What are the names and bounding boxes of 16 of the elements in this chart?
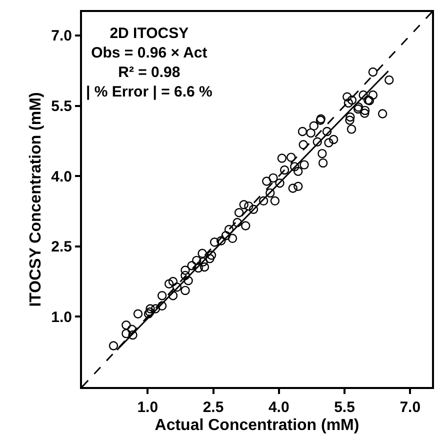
x-tick-label: 2.5 bbox=[202, 399, 224, 416]
y-tick-label: 1.0 bbox=[51, 308, 72, 326]
x-tick-label: 7.0 bbox=[400, 399, 421, 416]
y-tick-label: 7.0 bbox=[51, 28, 72, 45]
annotation: R² = 0.98 bbox=[118, 64, 180, 81]
y-tick-label: 5.5 bbox=[51, 98, 72, 115]
annotation: 2D ITOCSY bbox=[110, 25, 189, 42]
y-axis-title: ITOCSY Concentration (mM) bbox=[28, 92, 45, 307]
x-axis-title: Actual Concentration (mM) bbox=[154, 417, 360, 434]
x-tick-label: 4.0 bbox=[268, 399, 290, 416]
x-tick-label: 5.5 bbox=[334, 399, 355, 416]
annotation: | % Error | = 6.6 % bbox=[86, 84, 212, 100]
y-tick-label: 2.5 bbox=[51, 238, 72, 256]
y-tick-label: 4.0 bbox=[51, 168, 72, 186]
x-tick-label: 1.0 bbox=[137, 399, 158, 416]
annotation: Obs = 0.96 × Act bbox=[91, 44, 208, 62]
